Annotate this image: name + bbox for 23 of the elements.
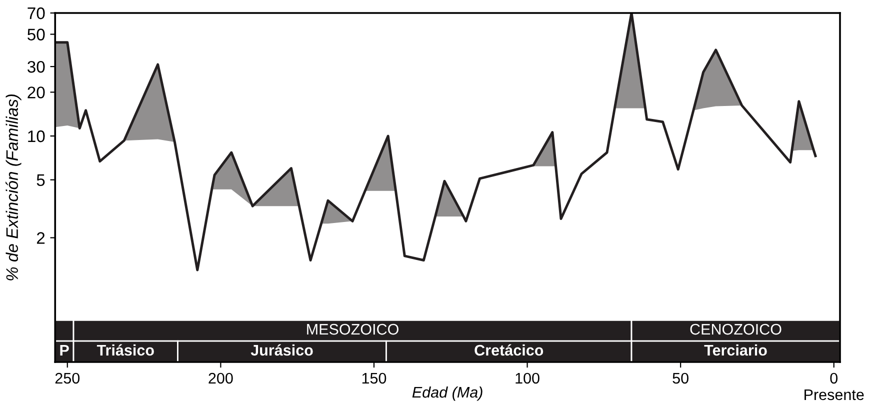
band-label: Cretácico <box>474 344 544 356</box>
y-tick-label: 5 <box>36 174 45 186</box>
line-series <box>55 12 817 272</box>
band-label: Triásico <box>96 344 154 356</box>
y-axis-title: % de Extinción (Familias) <box>6 94 22 280</box>
y-tick-label: 30 <box>28 60 45 73</box>
x-tick-label: 100 <box>516 372 540 384</box>
x-tick-label: 150 <box>362 372 386 384</box>
band-label: Terciario <box>704 344 767 356</box>
band-label: P <box>60 344 69 356</box>
x-tick-label: 250 <box>55 372 80 384</box>
x-tick-label: 50 <box>672 372 688 384</box>
y-tick-label: 2 <box>36 232 45 244</box>
x-tick-label: 200 <box>208 372 233 384</box>
y-tick-label: 10 <box>28 130 45 142</box>
y-tick-label: 20 <box>28 86 45 98</box>
y-tick-label: 50 <box>28 28 45 40</box>
band-label: CENOZOICO <box>690 324 782 335</box>
band-label: MESOZOICO <box>307 324 398 335</box>
band-label: Jurásico <box>250 344 313 356</box>
y-tick-label: 70 <box>28 7 45 20</box>
x-axis-title: Edad (Ma) <box>412 386 482 401</box>
x-tick-label: 0 Presente <box>804 372 864 400</box>
